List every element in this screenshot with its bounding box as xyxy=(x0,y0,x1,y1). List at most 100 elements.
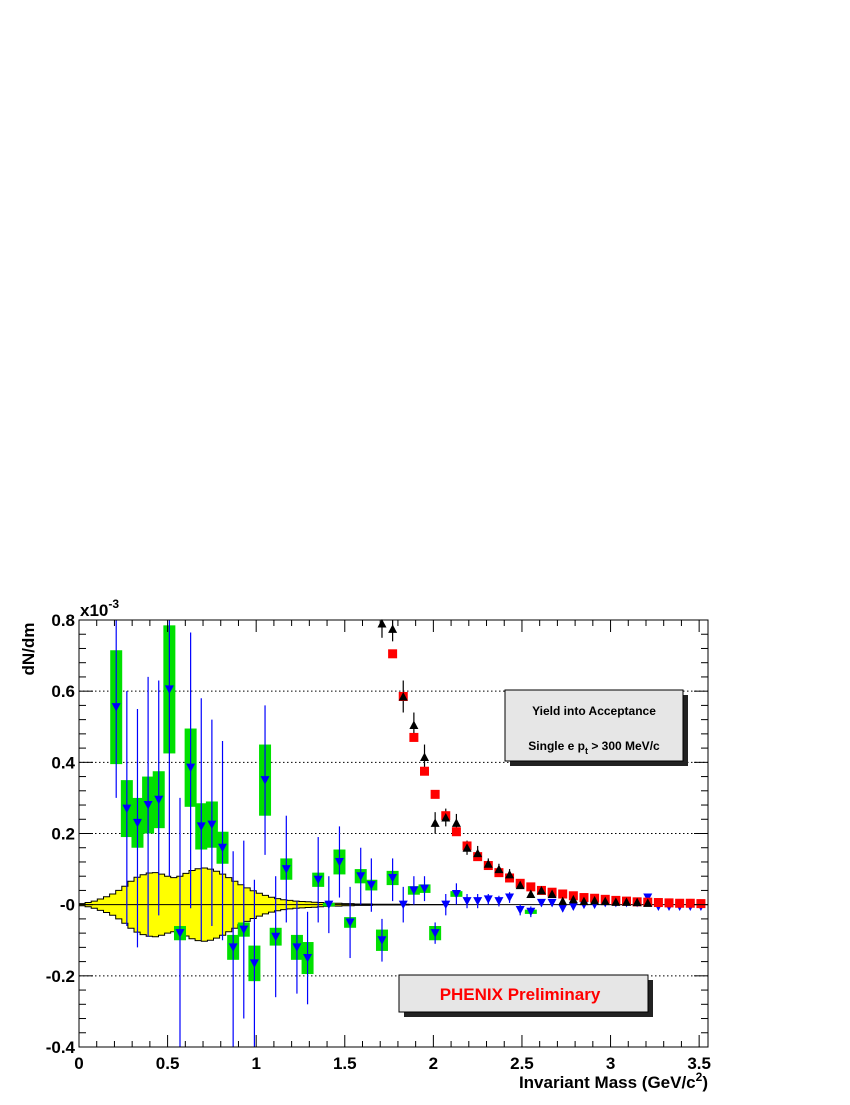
marker-triangle-up xyxy=(600,896,610,906)
y-tick-label: -0.4 xyxy=(46,1038,76,1057)
marker-triangle-down xyxy=(186,763,196,773)
marker-triangle-down xyxy=(207,820,217,830)
info-box-line2-main: Single e p xyxy=(528,739,585,753)
marker-triangle-down xyxy=(313,875,323,885)
marker-triangle-down xyxy=(483,895,493,904)
marker-triangle-up xyxy=(494,864,504,874)
marker-triangle-down xyxy=(441,900,451,910)
marker-triangle-down xyxy=(175,929,185,938)
marker-triangle-down xyxy=(345,918,355,927)
marker-triangle-down xyxy=(111,703,121,712)
marker-triangle-down xyxy=(462,897,472,906)
marker-square xyxy=(675,898,685,908)
marker-square xyxy=(526,882,536,892)
marker-triangle-up xyxy=(611,897,621,906)
marker-triangle-down xyxy=(260,776,270,785)
x-tick-label: 1 xyxy=(251,1054,260,1073)
marker-triangle-up xyxy=(526,889,536,898)
marker-triangle-up xyxy=(515,880,525,890)
marker-square xyxy=(420,766,430,776)
y-tick-label: 0.4 xyxy=(51,753,75,772)
marker-triangle-down xyxy=(281,865,291,874)
marker-triangle-down xyxy=(324,900,334,910)
marker-triangle-up xyxy=(483,859,493,868)
marker-triangle-up xyxy=(398,692,408,701)
markers xyxy=(111,619,706,968)
marker-triangle-down xyxy=(132,818,142,828)
marker-triangle-down xyxy=(143,801,153,810)
marker-triangle-down xyxy=(122,804,132,814)
marker-triangle-down xyxy=(494,897,504,906)
x-tick-label: 0.5 xyxy=(156,1054,180,1073)
marker-triangle-down xyxy=(388,873,398,883)
marker-square xyxy=(430,789,440,799)
marker-triangle-down xyxy=(164,685,174,694)
marker-triangle-down xyxy=(196,822,206,831)
marker-triangle-up xyxy=(473,848,483,858)
marker-triangle-down xyxy=(558,904,568,913)
info-box-line1: Yield into Acceptance xyxy=(532,704,656,718)
marker-triangle-up xyxy=(568,894,578,904)
marker-triangle-up xyxy=(632,897,642,907)
marker-square xyxy=(558,889,568,899)
marker-triangle-down xyxy=(505,893,515,903)
marker-triangle-up xyxy=(441,812,451,822)
marker-square xyxy=(653,898,663,908)
x-label-power: 2 xyxy=(696,1070,703,1084)
marker-square xyxy=(388,649,398,659)
marker-triangle-up xyxy=(621,897,631,906)
marker-triangle-down xyxy=(409,886,419,895)
x-tick-label: 2.5 xyxy=(510,1054,534,1073)
marker-triangle-down xyxy=(218,843,228,853)
marker-triangle-down xyxy=(154,795,164,805)
marker-triangle-down xyxy=(547,898,557,908)
marker-triangle-down xyxy=(568,902,578,911)
info-box-line2-sub: t xyxy=(585,746,588,756)
marker-triangle-up xyxy=(505,869,515,879)
marker-triangle-down xyxy=(515,906,525,915)
y-axis-exponent: x10-3 xyxy=(80,597,119,620)
marker-square xyxy=(451,827,461,837)
info-box-panel xyxy=(504,689,684,762)
marker-triangle-down xyxy=(377,936,387,945)
marker-triangle-down xyxy=(292,943,302,952)
marker-triangle-down xyxy=(228,943,238,952)
marker-square xyxy=(409,732,419,742)
marker-triangle-down xyxy=(473,897,483,906)
x-tick-label: 1.5 xyxy=(333,1054,357,1073)
marker-triangle-down xyxy=(526,907,536,917)
x-label-main: Invariant Mass (GeV/c xyxy=(519,1073,696,1092)
info-box-line2-end: > 300 MeV/c xyxy=(588,739,660,753)
marker-triangle-up xyxy=(409,720,419,729)
marker-triangle-up xyxy=(547,889,557,898)
marker-square xyxy=(664,898,674,908)
phenix-box-panel xyxy=(398,974,649,1013)
marker-triangle-down xyxy=(536,898,546,908)
marker-triangle-down xyxy=(334,857,344,867)
marker-square xyxy=(696,899,706,909)
x-tick-label: 3.5 xyxy=(687,1054,711,1073)
x-axis-label: Invariant Mass (GeV/c2) xyxy=(519,1070,708,1092)
marker-triangle-up xyxy=(430,818,440,827)
x-tick-label: 2 xyxy=(429,1054,438,1073)
marker-square xyxy=(685,898,695,908)
x-label-end: ) xyxy=(702,1073,708,1092)
marker-triangle-down xyxy=(271,932,281,942)
marker-triangle-up xyxy=(451,818,461,827)
y-exponent-base: x10 xyxy=(80,601,108,620)
y-tick-label: 0.6 xyxy=(51,682,75,701)
x-tick-label: 0 xyxy=(74,1054,83,1073)
marker-triangle-down xyxy=(356,872,366,881)
y-axis-label: dN/dm xyxy=(19,623,38,676)
marker-triangle-down xyxy=(239,925,249,935)
marker-triangle-down xyxy=(451,889,461,899)
marker-triangle-up xyxy=(388,624,398,633)
marker-triangle-down xyxy=(303,954,313,963)
marker-triangle-down xyxy=(249,959,259,968)
marker-triangle-down xyxy=(366,881,376,890)
marker-triangle-up xyxy=(643,898,653,907)
x-tick-label: 3 xyxy=(606,1054,615,1073)
